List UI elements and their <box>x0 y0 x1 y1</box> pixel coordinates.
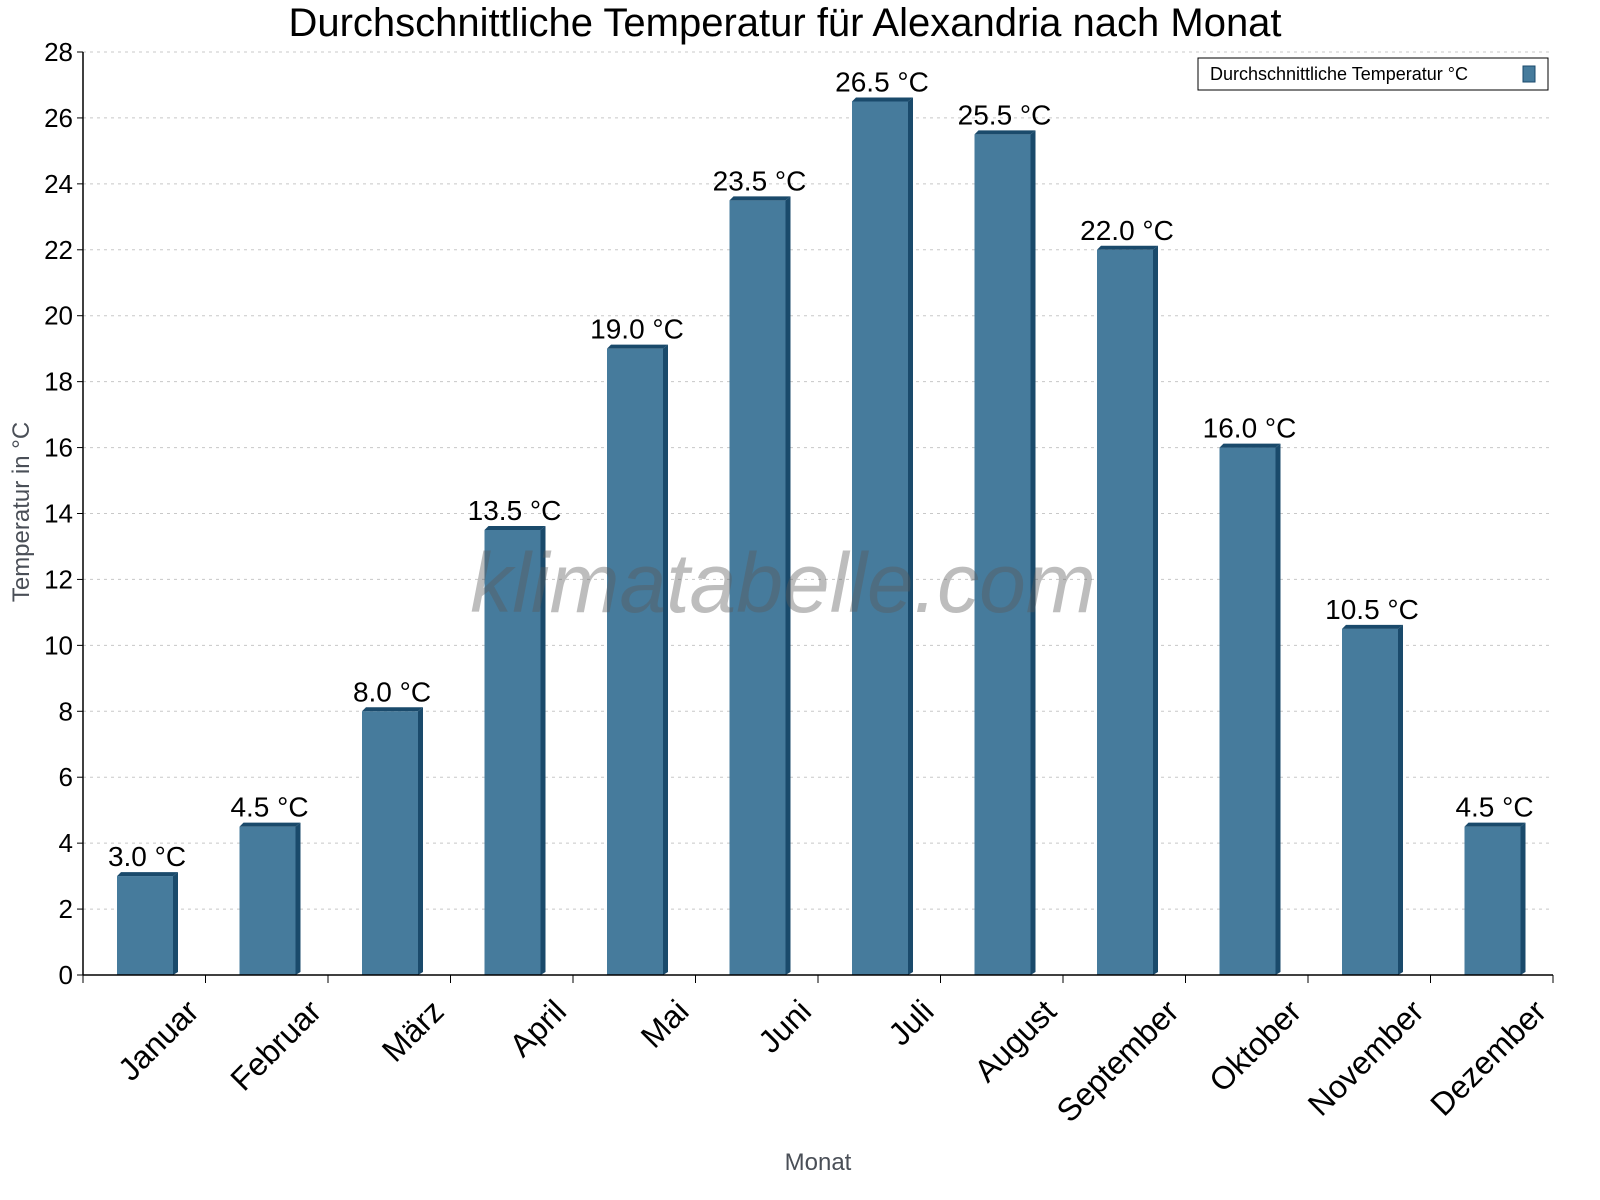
bar <box>974 134 1031 976</box>
bar-top <box>1097 245 1158 250</box>
bar-side <box>785 196 791 975</box>
data-label: 10.5 °C <box>1325 594 1419 625</box>
legend-label: Durchschnittliche Temperatur °C <box>1210 64 1468 84</box>
bar-side <box>540 525 546 975</box>
y-tick-label: 20 <box>44 301 73 331</box>
y-tick-label: 26 <box>44 103 73 133</box>
data-label: 8.0 °C <box>353 676 431 707</box>
y-tick-label: 14 <box>44 499 73 529</box>
data-label: 4.5 °C <box>1455 792 1533 823</box>
legend-swatch <box>1522 65 1536 83</box>
bar-side <box>418 707 423 975</box>
y-tick-label: 4 <box>59 828 73 858</box>
data-label: 22.0 °C <box>1080 215 1174 246</box>
legend: Durchschnittliche Temperatur °C <box>1197 57 1549 91</box>
bar-top <box>117 872 178 877</box>
data-label: 23.5 °C <box>713 165 807 196</box>
bar <box>239 826 296 975</box>
y-tick-label: 6 <box>59 762 73 792</box>
bar <box>362 711 418 975</box>
bar-top <box>484 525 546 530</box>
bar-top <box>852 97 913 102</box>
bar-top <box>974 130 1036 135</box>
x-tick-label: März <box>375 993 451 1069</box>
x-tick-label: Dezember <box>1423 993 1553 1123</box>
data-label: 25.5 °C <box>958 99 1052 130</box>
y-tick-label: 8 <box>59 696 73 726</box>
bar-side <box>173 872 178 975</box>
bar <box>117 876 173 975</box>
bar <box>1342 628 1398 975</box>
y-axis-label: Temperatur in °C <box>8 422 35 602</box>
bar-side <box>1275 443 1281 976</box>
bar-side <box>295 822 301 975</box>
y-tick-label: 24 <box>44 169 73 199</box>
bar-top <box>1464 822 1526 827</box>
y-tick-label: 0 <box>59 960 73 990</box>
y-tick-label: 28 <box>44 37 73 67</box>
bar <box>484 529 541 975</box>
grid <box>83 51 1553 910</box>
bar-top <box>362 707 423 712</box>
y-tick-label: 12 <box>44 564 73 594</box>
bar-side <box>1520 822 1526 975</box>
bar <box>1464 826 1521 975</box>
y-tick-label: 10 <box>44 630 73 660</box>
data-label: 13.5 °C <box>468 495 562 526</box>
x-tick-label: Februar <box>223 993 328 1098</box>
data-label: 4.5 °C <box>230 792 308 823</box>
y-tick-label: 22 <box>44 235 73 265</box>
x-axis-label: Monat <box>785 1149 852 1176</box>
data-label: 3.0 °C <box>108 841 186 872</box>
data-label: 16.0 °C <box>1203 413 1297 444</box>
bar-side <box>1030 130 1036 976</box>
data-label: 26.5 °C <box>835 66 929 97</box>
bar-top <box>607 344 668 349</box>
x-tick-label: September <box>1049 993 1185 1129</box>
bar-top <box>1342 624 1403 629</box>
x-tick-label: Januar <box>111 993 206 1088</box>
watermark: klimatabelle.com <box>470 536 1096 630</box>
data-label: 19.0 °C <box>590 314 684 345</box>
x-tick-label: Juli <box>881 993 940 1052</box>
bar <box>1097 249 1153 976</box>
chart-title: Durchschnittliche Temperatur für Alexand… <box>288 1 1281 45</box>
bar-top <box>239 822 301 827</box>
x-tick-label: Mai <box>634 993 696 1055</box>
x-tick-label: Juni <box>751 993 818 1060</box>
y-tick-label: 18 <box>44 367 73 397</box>
x-tick-label: Oktober <box>1202 993 1308 1099</box>
bar <box>607 348 663 975</box>
bar-side <box>908 97 913 976</box>
y-tick-label: 2 <box>59 894 73 924</box>
bar-top <box>1219 443 1281 448</box>
x-tick-label: August <box>967 993 1063 1089</box>
x-tick-label: November <box>1301 993 1431 1123</box>
bar-side <box>1153 245 1158 976</box>
bar-side <box>1398 624 1403 975</box>
bar-side <box>663 344 668 975</box>
bar-top <box>729 196 791 201</box>
bar <box>1219 447 1276 976</box>
y-tick-label: 16 <box>44 433 73 463</box>
bar <box>729 200 786 975</box>
bars: 3.0 °C 4.5 °C 8.0 °C 13.5 °C 19.0 °C 23.5 °C 2… <box>108 66 1534 976</box>
bar <box>852 101 908 976</box>
x-tick-label: April <box>502 993 573 1064</box>
